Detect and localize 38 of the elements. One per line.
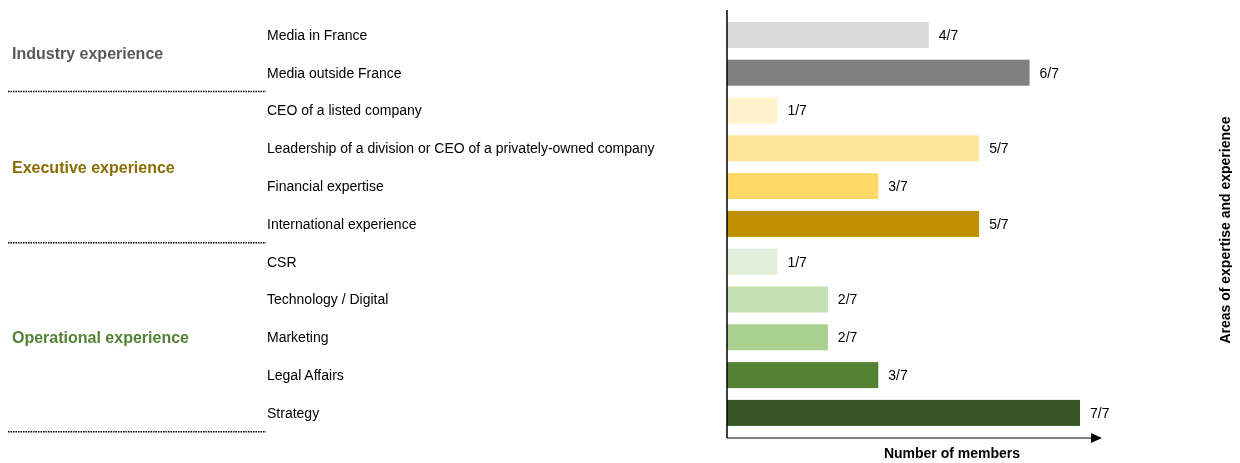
bar — [727, 59, 1030, 86]
y-tick-label: Media in France — [267, 26, 368, 43]
bar — [727, 21, 929, 48]
bar — [727, 248, 778, 275]
x-axis-title: Number of members — [883, 445, 1021, 461]
y-tick-label: Technology / Digital — [267, 291, 389, 308]
bar — [727, 286, 828, 313]
y-tick-label: Marketing — [267, 329, 329, 346]
data-label: 5/7 — [989, 140, 1009, 157]
data-label: 6/7 — [1039, 64, 1060, 81]
y-tick-label: Media outside France — [267, 64, 402, 81]
bar — [727, 173, 879, 200]
y-tick-label: International experience — [267, 215, 417, 232]
data-label: 3/7 — [888, 367, 908, 383]
data-label: 1/7 — [787, 253, 808, 270]
text: Operational experience — [12, 328, 190, 346]
data-label: 2/7 — [837, 329, 858, 346]
data-label: 1/7 — [787, 102, 808, 119]
bar — [727, 362, 879, 389]
text: Executive experience — [12, 158, 175, 176]
bar — [727, 324, 828, 351]
y-tick-label: Financial expertise — [267, 178, 384, 194]
text: Areas of expertise and experience — [1217, 116, 1233, 344]
bar — [727, 135, 980, 162]
y-tick-label: Strategy — [267, 404, 320, 421]
y-tick-label: Legal Affairs — [267, 367, 344, 383]
bar — [727, 210, 980, 237]
data-label: 4/7 — [938, 26, 959, 43]
text: Industry experience — [12, 45, 164, 63]
data-label: 5/7 — [989, 215, 1009, 232]
bar — [727, 97, 778, 124]
data-label: 3/7 — [888, 178, 908, 194]
y-tick-label: CSR — [267, 253, 297, 270]
bar — [727, 399, 1080, 426]
y-tick-label: Leadership of a division or CEO of a privately-owned company — [267, 140, 655, 157]
y-tick-label: CEO of a listed company — [267, 102, 422, 119]
data-label: 2/7 — [837, 291, 858, 308]
data-label: 7/7 — [1090, 404, 1110, 421]
